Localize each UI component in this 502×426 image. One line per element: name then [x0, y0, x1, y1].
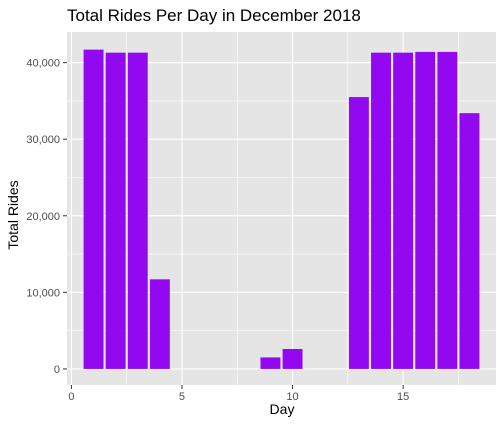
bar-day-3: [127, 52, 148, 369]
bar-day-17: [437, 51, 458, 369]
bar-day-9: [260, 357, 281, 369]
bar-day-16: [415, 51, 436, 369]
y-tick-label: 10,000: [26, 287, 60, 299]
bar-day-1: [83, 49, 104, 369]
y-tick-label: 40,000: [26, 58, 60, 70]
bar-day-4: [149, 279, 170, 369]
y-axis-title: Total Rides: [5, 180, 21, 249]
y-axis: 0 10,000 20,000 30,000 40,000: [26, 58, 67, 376]
x-tick-label: 10: [286, 391, 298, 403]
bar-day-2: [105, 52, 126, 369]
y-tick-label: 30,000: [26, 134, 60, 146]
bar-day-10: [282, 349, 303, 369]
bar-day-18: [459, 113, 480, 369]
bar-day-14: [371, 52, 391, 369]
y-tick-label: 20,000: [26, 211, 60, 223]
bar-day-13: [348, 97, 369, 369]
x-tick-label: 15: [397, 391, 409, 403]
x-tick-label: 5: [179, 391, 185, 403]
y-tick-label: 0: [54, 364, 60, 376]
x-tick-label: 0: [68, 391, 74, 403]
bar-day-15: [393, 52, 414, 369]
chart-title: Total Rides Per Day in December 2018: [67, 6, 361, 25]
bars: [83, 49, 480, 369]
x-axis: 0 5 10 15: [68, 385, 409, 403]
x-axis-title: Day: [270, 401, 295, 417]
